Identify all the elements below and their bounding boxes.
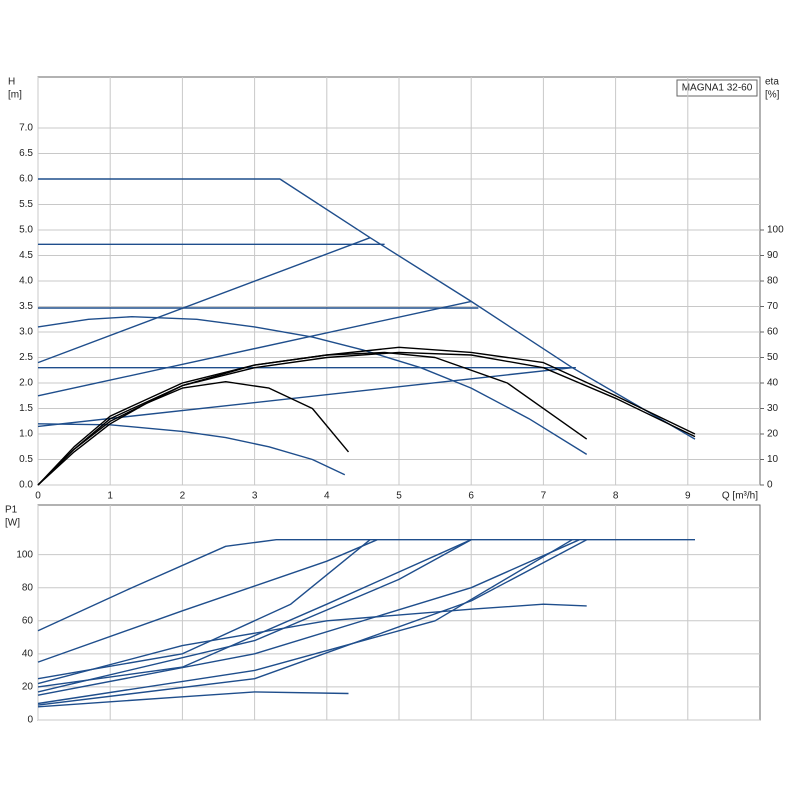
curve [37, 539, 573, 705]
x-tick-label: 1 [107, 491, 113, 502]
curve [37, 539, 371, 680]
curve [37, 316, 588, 455]
y2-tick-label: 10 [767, 454, 779, 465]
y-tick-label: 6.5 [19, 148, 33, 159]
y-tick-label: 40 [22, 648, 34, 659]
y-unit: [m] [8, 90, 22, 101]
curve [38, 178, 696, 440]
curve [37, 423, 346, 476]
x-tick-label: 2 [180, 491, 186, 502]
y-label: P1 [5, 505, 18, 516]
y2-tick-label: 70 [767, 301, 779, 312]
model-label: MAGNA1 32-60 [682, 83, 753, 94]
curve [37, 367, 573, 428]
x-tick-label: 9 [685, 491, 691, 502]
y-tick-label: 0.0 [19, 480, 33, 491]
curve [37, 539, 580, 696]
y-tick-label: 7.0 [19, 123, 33, 134]
y2-tick-label: 60 [767, 327, 779, 338]
curve [37, 539, 695, 632]
y-tick-label: 4.5 [19, 250, 33, 261]
y2-tick-label: 40 [767, 378, 779, 389]
y-tick-label: 60 [22, 615, 34, 626]
y-tick-label: 1.5 [19, 403, 33, 414]
x-tick-label: 4 [324, 491, 330, 502]
x-tick-label: 3 [252, 491, 258, 502]
y-tick-label: 3.5 [19, 301, 33, 312]
y-tick-label: 5.0 [19, 225, 33, 236]
x-tick-label: 8 [613, 491, 619, 502]
y-label: H [8, 77, 15, 88]
model-box [676, 79, 758, 97]
y-tick-label: 3.0 [19, 327, 33, 338]
curve [37, 539, 378, 663]
y2-tick-label: 50 [767, 352, 779, 363]
curve [37, 539, 472, 693]
curve [37, 237, 371, 364]
curve [37, 691, 349, 708]
y2-tick-label: 0 [767, 480, 773, 491]
x-tick-label: 7 [541, 491, 547, 502]
y-tick-label: 4.0 [19, 276, 33, 287]
y-tick-label: 2.5 [19, 352, 33, 363]
y-tick-label: 20 [22, 682, 34, 693]
y-tick-label: 0 [27, 715, 33, 726]
x-tick-label: 6 [468, 491, 474, 502]
y-tick-label: 6.0 [19, 174, 33, 185]
curve [37, 300, 472, 397]
curve [37, 539, 588, 706]
y-tick-label: 80 [22, 582, 34, 593]
curve [37, 539, 472, 688]
y-tick-label: 5.5 [19, 199, 33, 210]
y2-tick-label: 30 [767, 403, 779, 414]
y2-tick-label: 80 [767, 276, 779, 287]
x-tick-label: 5 [396, 491, 402, 502]
y-unit: [W] [5, 518, 20, 529]
curve [37, 351, 696, 486]
x-label: Q [m³/h] [722, 491, 758, 502]
y-tick-label: 1.0 [19, 429, 33, 440]
y-tick-label: 100 [16, 549, 33, 560]
y2-label: eta [765, 77, 779, 88]
curve [37, 381, 350, 486]
y2-tick-label: 90 [767, 250, 779, 261]
x-tick-label: 0 [35, 491, 41, 502]
curve [37, 346, 696, 486]
y-tick-label: 2.0 [19, 378, 33, 389]
y2-tick-label: 100 [767, 225, 784, 236]
y-tick-label: 0.5 [19, 454, 33, 465]
y2-unit: [%] [765, 90, 780, 101]
curve [37, 603, 587, 685]
y2-tick-label: 20 [767, 429, 779, 440]
